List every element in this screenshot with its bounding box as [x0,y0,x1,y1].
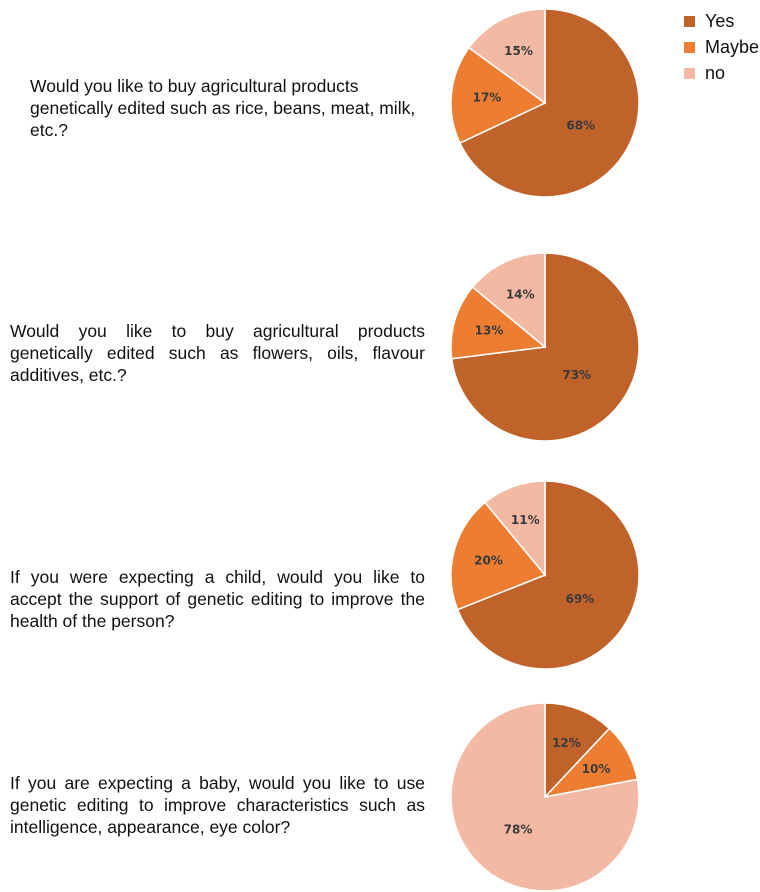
pie-2-label-maybe: 13% [475,324,504,338]
pie-1-slice-no [467,8,546,105]
pie-chart-2: 73% 13% 14% [450,252,640,442]
pie-3-slice-maybe [450,501,547,611]
pie-4-label-yes: 12% [552,736,581,750]
legend-swatch-maybe [684,41,695,53]
legend-item-no: no [684,60,759,86]
pie-2-label-yes: 73% [562,368,591,382]
legend-label-yes: Yes [705,10,735,31]
legend-item-yes: Yes [684,8,759,34]
pie-1-slice-maybe [450,46,547,145]
pie-2-slice-no [471,252,546,349]
pie-2-label-no: 14% [506,287,535,301]
question-1-text: Would you like to buy agricultural produ… [30,76,416,140]
pie-chart-3: 69% 20% 11% [450,480,640,670]
legend-swatch-no [684,67,695,79]
question-3-text: If you were expecting a child, would you… [10,567,425,631]
pie-1-label-yes: 68% [566,119,595,133]
pie-3-slice-yes [456,480,640,670]
legend-item-maybe: Maybe [684,34,759,60]
pie-chart-4: 12%10% 78% [450,702,640,892]
legend-label-no: no [705,62,726,83]
pie-3-slice-no [484,480,546,578]
pie-2-slice-maybe [450,286,547,360]
pie-3-label-maybe: 20% [474,554,503,568]
pie-4-label-no: 78% [504,823,533,837]
legend-label-maybe: Maybe [705,36,760,57]
pie-1-label-no: 15% [504,44,533,58]
chart-legend: Yes Maybe no [684,8,759,86]
question-2-text: Would you like to buy agricultural produ… [10,321,425,385]
pie-3-label-yes: 69% [566,592,595,606]
pie-4-label-maybe: 10% [582,762,611,776]
pie-4-slice-yes [544,702,611,799]
pie-3-label-no: 11% [511,513,540,527]
pie-4-slice-no [450,702,640,892]
pie-1-slice-yes [458,8,640,198]
legend-swatch-yes [684,15,695,27]
pie-chart-1: 68% 17% 15% [450,8,640,198]
pie-1-label-maybe: 17% [473,91,502,105]
question-4-text: If you are expecting a baby, would you l… [10,773,425,837]
